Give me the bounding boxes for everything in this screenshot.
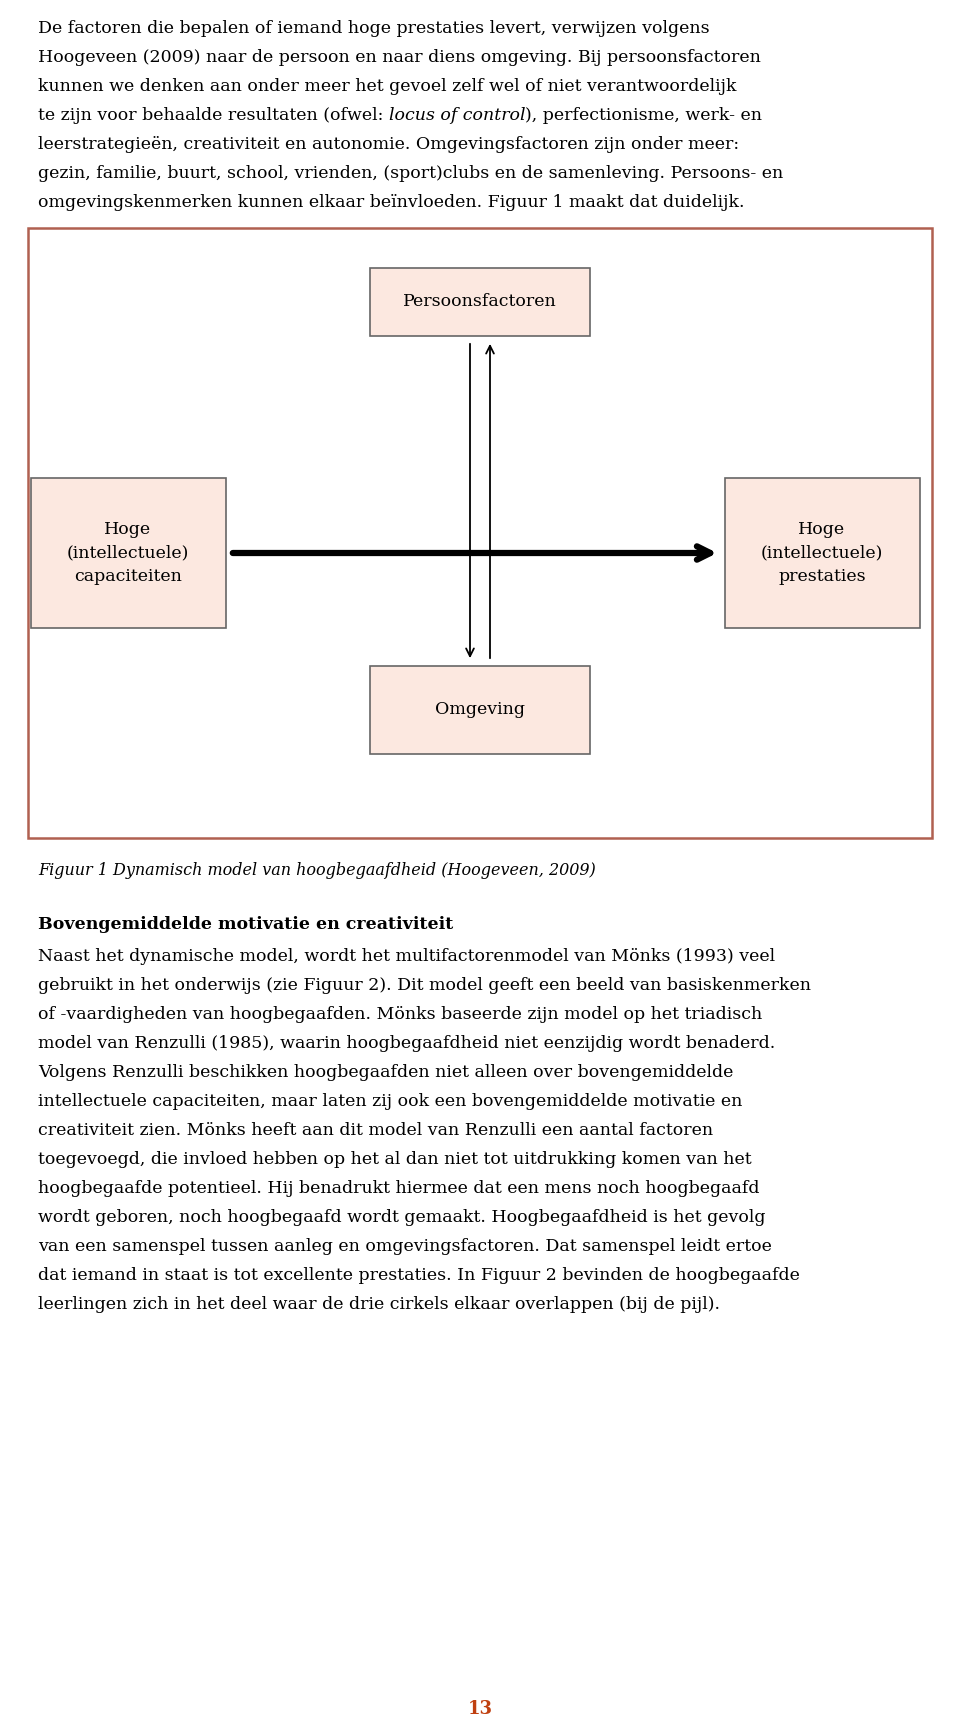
Text: Hoogeveen (2009) naar de persoon en naar diens omgeving. Bij persoonsfactoren: Hoogeveen (2009) naar de persoon en naar… — [38, 49, 761, 66]
Text: leerlingen zich in het deel waar de drie cirkels elkaar overlappen (bij de pijl): leerlingen zich in het deel waar de drie… — [38, 1296, 720, 1313]
Text: Hoge
(intellectuele)
prestaties: Hoge (intellectuele) prestaties — [761, 520, 883, 585]
Text: intellectuele capaciteiten, maar laten zij ook een bovengemiddelde motivatie en: intellectuele capaciteiten, maar laten z… — [38, 1093, 742, 1110]
Text: gebruikt in het onderwijs (zie Figuur 2). Dit model geeft een beeld van basisken: gebruikt in het onderwijs (zie Figuur 2)… — [38, 977, 811, 994]
Text: Persoonsfactoren: Persoonsfactoren — [403, 293, 557, 311]
Text: hoogbegaafde potentieel. Hij benadrukt hiermee dat een mens noch hoogbegaafd: hoogbegaafde potentieel. Hij benadrukt h… — [38, 1180, 759, 1197]
Text: van een samenspel tussen aanleg en omgevingsfactoren. Dat samenspel leidt ertoe: van een samenspel tussen aanleg en omgev… — [38, 1239, 772, 1254]
Text: Omgeving: Omgeving — [435, 701, 525, 718]
Bar — [370, 267, 590, 337]
Text: of -vaardigheden van hoogbegaafden. Mönks baseerde zijn model op het triadisch: of -vaardigheden van hoogbegaafden. Mönk… — [38, 1006, 762, 1024]
Text: kunnen we denken aan onder meer het gevoel zelf wel of niet verantwoordelijk: kunnen we denken aan onder meer het gevo… — [38, 78, 736, 95]
Text: dat iemand in staat is tot excellente prestaties. In Figuur 2 bevinden de hoogbe: dat iemand in staat is tot excellente pr… — [38, 1267, 800, 1284]
Text: locus of control: locus of control — [389, 108, 525, 123]
Text: toegevoegd, die invloed hebben op het al dan niet tot uitdrukking komen van het: toegevoegd, die invloed hebben op het al… — [38, 1150, 752, 1168]
Text: Figuur 1 Dynamisch model van hoogbegaafdheid (Hoogeveen, 2009): Figuur 1 Dynamisch model van hoogbegaafd… — [38, 862, 596, 880]
Bar — [725, 479, 920, 628]
Text: gezin, familie, buurt, school, vrienden, (sport)clubs en de samenleving. Persoon: gezin, familie, buurt, school, vrienden,… — [38, 165, 783, 182]
Text: omgevingskenmerken kunnen elkaar beïnvloeden. Figuur 1 maakt dat duidelijk.: omgevingskenmerken kunnen elkaar beïnvlo… — [38, 194, 745, 212]
Text: Bovengemiddelde motivatie en creativiteit: Bovengemiddelde motivatie en creativitei… — [38, 916, 453, 933]
Bar — [370, 666, 590, 755]
Text: Volgens Renzulli beschikken hoogbegaafden niet alleen over bovengemiddelde: Volgens Renzulli beschikken hoogbegaafde… — [38, 1064, 733, 1081]
Bar — [28, 227, 932, 838]
Text: Naast het dynamische model, wordt het multifactorenmodel van Mönks (1993) veel: Naast het dynamische model, wordt het mu… — [38, 947, 775, 965]
Text: Hoge
(intellectuele)
capaciteiten: Hoge (intellectuele) capaciteiten — [67, 520, 189, 585]
Text: te zijn voor behaalde resultaten (ofwel:: te zijn voor behaalde resultaten (ofwel: — [38, 108, 389, 123]
Text: model van Renzulli (1985), waarin hoogbegaafdheid niet eenzijdig wordt benaderd.: model van Renzulli (1985), waarin hoogbe… — [38, 1036, 776, 1051]
Bar — [31, 479, 226, 628]
Text: De factoren die bepalen of iemand hoge prestaties levert, verwijzen volgens: De factoren die bepalen of iemand hoge p… — [38, 21, 709, 36]
Text: 13: 13 — [468, 1700, 492, 1718]
Text: leerstrategieën, creativiteit en autonomie. Omgevingsfactoren zijn onder meer:: leerstrategieën, creativiteit en autonom… — [38, 135, 739, 153]
Text: ), perfectionisme, werk- en: ), perfectionisme, werk- en — [525, 108, 762, 123]
Text: creativiteit zien. Mönks heeft aan dit model van Renzulli een aantal factoren: creativiteit zien. Mönks heeft aan dit m… — [38, 1123, 713, 1138]
Text: wordt geboren, noch hoogbegaafd wordt gemaakt. Hoogbegaafdheid is het gevolg: wordt geboren, noch hoogbegaafd wordt ge… — [38, 1209, 765, 1227]
